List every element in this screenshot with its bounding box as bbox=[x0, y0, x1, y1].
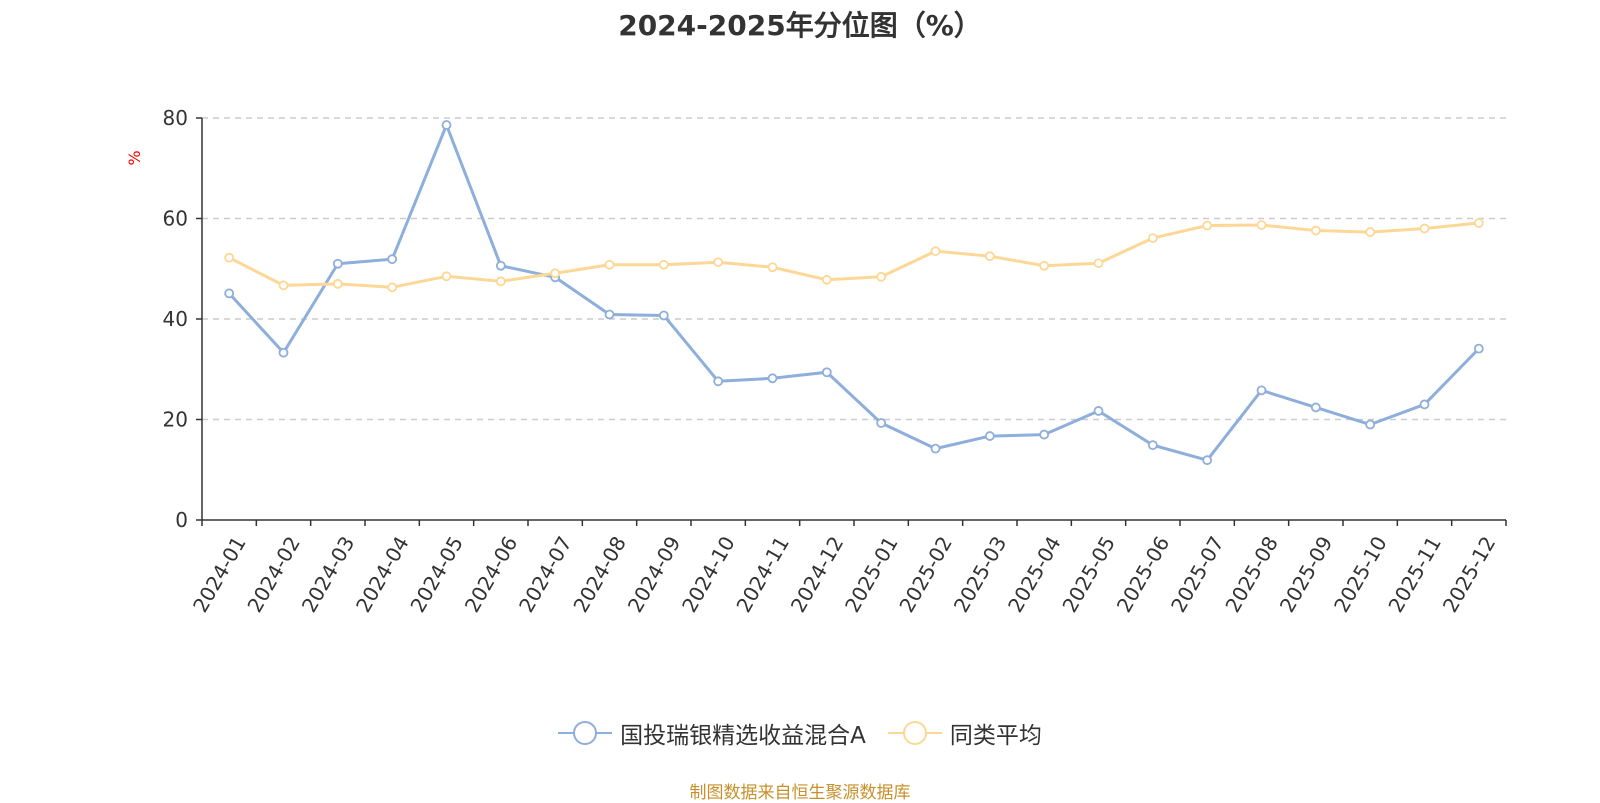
data-point[interactable] bbox=[1365, 419, 1376, 430]
data-point[interactable] bbox=[1473, 218, 1484, 228]
data-point[interactable] bbox=[224, 288, 235, 299]
data-point[interactable] bbox=[876, 418, 887, 428]
data-point[interactable] bbox=[713, 257, 724, 268]
data-point[interactable] bbox=[1419, 399, 1430, 410]
x-tick-label: 2025-02 bbox=[894, 532, 957, 616]
data-point[interactable] bbox=[1147, 233, 1158, 243]
x-tick-label: 2024-03 bbox=[297, 532, 360, 616]
x-tick-label: 2025-10 bbox=[1329, 532, 1392, 616]
grid-lines bbox=[202, 117, 1506, 421]
data-point[interactable] bbox=[1039, 429, 1050, 440]
series-lines bbox=[224, 120, 1484, 466]
legend-label-peer-average: 同类平均 bbox=[949, 723, 1042, 749]
series-1 bbox=[224, 218, 1484, 293]
data-point[interactable] bbox=[278, 347, 289, 358]
data-point[interactable] bbox=[1093, 406, 1104, 416]
y-tick-label: 0 bbox=[175, 508, 188, 532]
y-tick-label: 80 bbox=[163, 106, 188, 130]
data-point[interactable] bbox=[1202, 455, 1213, 466]
data-point[interactable] bbox=[224, 252, 235, 263]
data-point[interactable] bbox=[278, 280, 289, 291]
legend-item-fund[interactable]: 国投瑞银精选收益混合A bbox=[558, 716, 866, 750]
legend-label-fund: 国投瑞银精选收益混合A bbox=[620, 723, 866, 749]
x-tick-label: 2025-06 bbox=[1112, 532, 1175, 616]
x-tick-label: 2025-12 bbox=[1438, 532, 1501, 616]
x-tick-label: 2025-07 bbox=[1166, 532, 1229, 616]
data-point[interactable] bbox=[1473, 343, 1484, 354]
data-point[interactable] bbox=[1093, 258, 1104, 269]
data-point[interactable] bbox=[604, 309, 615, 320]
data-point[interactable] bbox=[550, 268, 561, 279]
y-axis-ticks: 0 20 40 60 80 bbox=[163, 106, 202, 532]
data-point[interactable] bbox=[821, 274, 832, 285]
data-point[interactable] bbox=[767, 373, 778, 384]
legend-item-peer-average[interactable]: 同类平均 bbox=[887, 716, 1042, 750]
legend: 国投瑞银精选收益混合A 同类平均 bbox=[0, 716, 1600, 750]
data-point[interactable] bbox=[332, 278, 343, 289]
data-point[interactable] bbox=[1365, 227, 1376, 237]
x-tick-label: 2024-05 bbox=[405, 532, 468, 616]
series-0 bbox=[224, 120, 1484, 466]
data-point[interactable] bbox=[713, 376, 724, 387]
data-point[interactable] bbox=[658, 259, 669, 270]
x-tick-label: 2025-08 bbox=[1220, 532, 1283, 616]
y-tick-label: 60 bbox=[163, 207, 188, 231]
x-tick-label: 2024-08 bbox=[568, 532, 631, 616]
data-point[interactable] bbox=[332, 258, 343, 269]
x-tick-label: 2025-09 bbox=[1275, 532, 1338, 616]
y-tick-label: 40 bbox=[163, 307, 188, 331]
y-axis-unit: % bbox=[125, 150, 144, 165]
data-point[interactable] bbox=[387, 254, 398, 265]
data-point[interactable] bbox=[1310, 402, 1321, 413]
data-point[interactable] bbox=[1310, 225, 1321, 236]
data-source-note: 制图数据来自恒生聚源数据库 bbox=[689, 783, 911, 803]
series-line bbox=[228, 123, 1480, 462]
x-tick-label: 2025-11 bbox=[1383, 532, 1446, 616]
x-tick-label: 2024-12 bbox=[786, 532, 849, 616]
data-point[interactable] bbox=[930, 443, 941, 454]
x-tick-label: 2024-07 bbox=[514, 532, 577, 616]
x-tick-label: 2025-03 bbox=[949, 532, 1012, 616]
legend-line-circle-icon bbox=[558, 720, 613, 746]
data-point[interactable] bbox=[441, 271, 452, 282]
data-point[interactable] bbox=[1039, 260, 1050, 271]
x-tick-label: 2024-06 bbox=[460, 532, 523, 616]
data-point[interactable] bbox=[1202, 220, 1213, 231]
x-tick-label: 2024-10 bbox=[677, 532, 740, 616]
data-point[interactable] bbox=[767, 262, 778, 273]
x-tick-label: 2025-05 bbox=[1057, 532, 1120, 616]
data-point[interactable] bbox=[441, 120, 452, 130]
data-point[interactable] bbox=[1147, 440, 1158, 451]
x-tick-label: 2025-01 bbox=[840, 532, 903, 616]
x-tick-label: 2024-09 bbox=[623, 532, 686, 616]
x-tick-label: 2024-01 bbox=[188, 532, 251, 616]
data-point[interactable] bbox=[658, 310, 669, 321]
y-tick-label: 20 bbox=[163, 408, 188, 432]
x-axis-ticks: 2024-012024-022024-032024-042024-052024-… bbox=[188, 520, 1507, 616]
data-point[interactable] bbox=[604, 259, 615, 270]
data-point[interactable] bbox=[984, 431, 995, 441]
data-point[interactable] bbox=[930, 246, 941, 257]
x-tick-label: 2024-04 bbox=[351, 532, 414, 616]
x-tick-label: 2025-04 bbox=[1003, 532, 1066, 616]
data-point[interactable] bbox=[1256, 385, 1267, 396]
data-point[interactable] bbox=[495, 260, 506, 271]
legend-line-circle-icon bbox=[887, 720, 942, 746]
data-point[interactable] bbox=[387, 282, 398, 293]
chart-title: 2024-2025年分位图（%） bbox=[618, 9, 982, 42]
data-point[interactable] bbox=[821, 367, 832, 378]
x-tick-label: 2024-11 bbox=[731, 532, 794, 616]
data-point[interactable] bbox=[876, 271, 887, 282]
data-point[interactable] bbox=[495, 276, 506, 287]
data-point[interactable] bbox=[1419, 223, 1430, 234]
x-tick-label: 2024-02 bbox=[242, 532, 305, 616]
data-point[interactable] bbox=[984, 251, 995, 262]
data-point[interactable] bbox=[1256, 220, 1267, 230]
series-line bbox=[228, 221, 1479, 289]
